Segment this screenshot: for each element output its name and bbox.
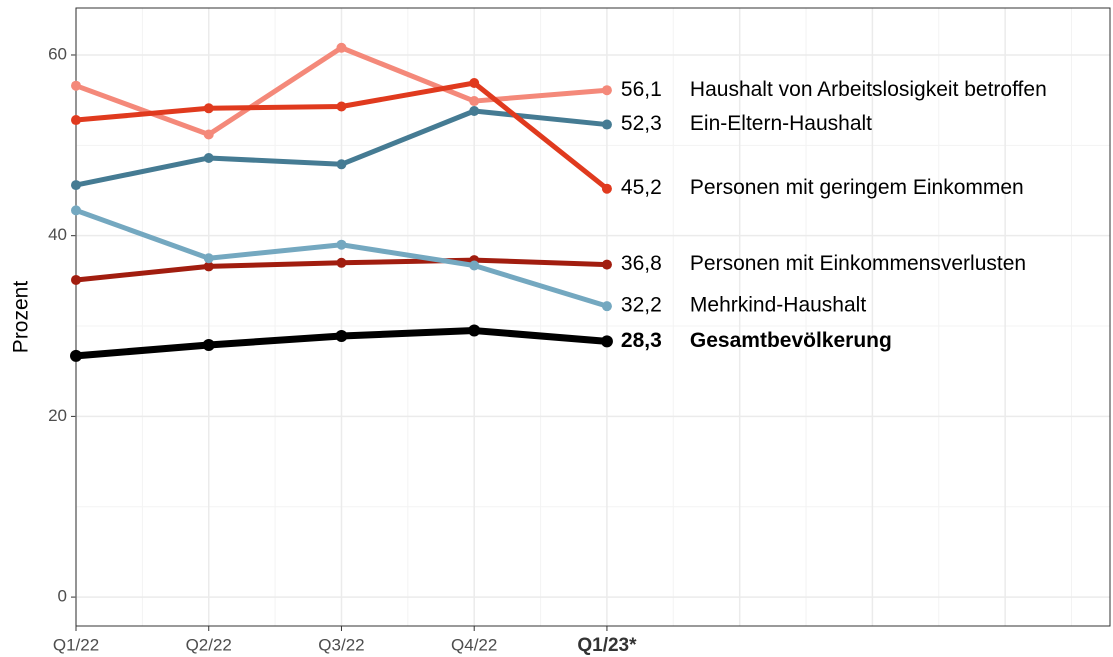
point bbox=[71, 115, 81, 126]
point bbox=[601, 85, 612, 96]
point bbox=[601, 183, 612, 194]
point bbox=[71, 205, 81, 216]
value-label: 56,1 bbox=[621, 78, 662, 101]
point bbox=[600, 335, 613, 348]
y-tick-label: 0 bbox=[58, 587, 67, 606]
point bbox=[336, 42, 347, 53]
point bbox=[203, 261, 214, 272]
y-tick-label: 40 bbox=[48, 225, 67, 244]
point bbox=[335, 329, 348, 342]
point bbox=[71, 80, 81, 91]
value-label: 36,8 bbox=[621, 252, 662, 275]
point bbox=[468, 324, 481, 337]
series-label: Gesamtbevölkerung bbox=[690, 329, 892, 352]
value-label: 32,2 bbox=[621, 294, 662, 317]
point bbox=[71, 180, 81, 191]
point bbox=[336, 257, 347, 268]
y-tick-label: 20 bbox=[48, 406, 67, 425]
plot-border bbox=[75, 7, 1111, 627]
x-tick-label: Q3/22 bbox=[318, 635, 364, 654]
y-tick-label: 60 bbox=[48, 44, 67, 63]
point bbox=[70, 349, 82, 362]
y-axis-label: Prozent bbox=[10, 281, 33, 354]
x-tick-label: Q1/23* bbox=[577, 635, 637, 656]
x-tick-label: Q2/22 bbox=[186, 635, 232, 654]
point bbox=[601, 259, 612, 270]
value-label: 52,3 bbox=[621, 112, 662, 135]
point bbox=[71, 274, 81, 285]
point bbox=[203, 129, 214, 140]
point bbox=[336, 159, 347, 170]
point bbox=[469, 106, 480, 116]
point bbox=[469, 260, 480, 271]
value-label: 28,3 bbox=[621, 329, 662, 352]
point bbox=[601, 119, 612, 130]
series-label: Personen mit Einkommensverlusten bbox=[690, 252, 1026, 275]
point bbox=[469, 96, 480, 107]
point bbox=[469, 77, 480, 88]
series-label: Mehrkind-Haushalt bbox=[690, 294, 866, 317]
point bbox=[336, 101, 347, 112]
value-label: 45,2 bbox=[621, 176, 662, 199]
point bbox=[336, 239, 347, 250]
point bbox=[203, 103, 214, 114]
point bbox=[203, 152, 214, 163]
point bbox=[601, 301, 612, 312]
x-tick-label: Q1/22 bbox=[53, 635, 99, 654]
series-label: Ein-Eltern-Haushalt bbox=[690, 112, 872, 135]
point bbox=[203, 253, 214, 264]
series-label: Personen mit geringem Einkommen bbox=[690, 176, 1024, 199]
point bbox=[202, 339, 215, 352]
x-tick-label: Q4/22 bbox=[451, 635, 497, 654]
series-label: Haushalt von Arbeitslosigkeit betroffen bbox=[690, 78, 1047, 101]
